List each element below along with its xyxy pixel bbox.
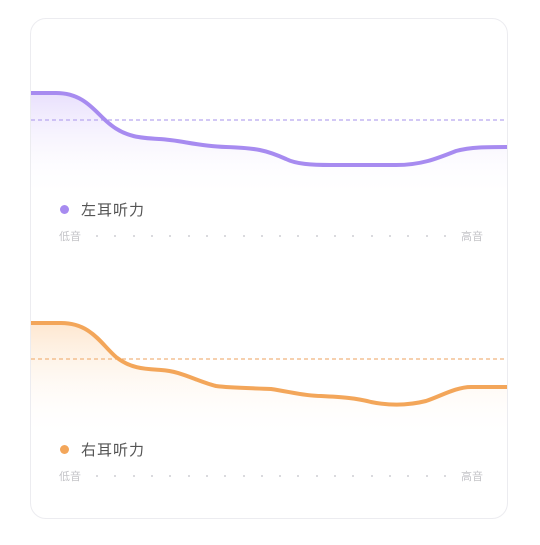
axis-dot: [389, 475, 391, 477]
axis-dot: [315, 235, 318, 237]
left-ear-curve-fill: [31, 93, 507, 199]
right-ear-legend-dot: [60, 444, 69, 454]
axis-dot: [297, 235, 300, 237]
right-ear-curve-fill: [31, 323, 507, 439]
axis-dot: [242, 475, 245, 477]
axis-dot: [132, 235, 135, 237]
axis-dot: [260, 235, 263, 237]
axis-dot: [443, 235, 446, 237]
axis-dot: [205, 475, 208, 477]
axis-dot: [224, 235, 227, 237]
left-ear-curve-chart: [31, 91, 507, 199]
left-ear-frequency-axis: 低音: [59, 228, 483, 244]
axis-dot: [96, 475, 98, 477]
axis-dot: [370, 475, 373, 477]
axis-dot: [425, 475, 428, 477]
axis-dot: [279, 475, 282, 477]
axis-dot: [114, 235, 117, 237]
axis-dot: [169, 475, 172, 477]
axis-dot: [150, 475, 153, 477]
left-ear-panel: 左耳听力 低音: [31, 19, 507, 259]
axis-dot: [407, 475, 410, 477]
axis-dot: [279, 235, 282, 237]
axis-dot: [260, 475, 263, 477]
right-ear-frequency-axis: 低音: [59, 468, 483, 484]
axis-dot: [187, 235, 190, 237]
right-ear-curve-line: [31, 321, 507, 407]
left-ear-legend: 左耳听力: [60, 199, 145, 219]
axis-dot: [297, 475, 300, 477]
axis-dot: [407, 235, 410, 237]
axis-dot: [114, 475, 117, 477]
right-ear-axis-low-label: 低音: [59, 470, 81, 483]
axis-dot: [443, 475, 446, 477]
axis-dot: [352, 475, 355, 477]
left-ear-legend-label: 左耳听力: [81, 200, 146, 219]
axis-dot: [132, 475, 135, 477]
left-ear-curve-line: [31, 91, 507, 167]
right-ear-panel: 右耳听力 低音: [31, 259, 507, 518]
axis-dot: [315, 475, 318, 477]
right-ear-axis-dots: [81, 475, 461, 477]
axis-dot: [389, 235, 391, 237]
axis-dot: [334, 475, 337, 477]
left-ear-axis-high-label: 高音: [461, 230, 483, 243]
axis-dot: [224, 475, 227, 477]
axis-dot: [334, 235, 337, 237]
left-ear-legend-dot: [60, 204, 69, 214]
right-ear-legend-label: 右耳听力: [81, 440, 146, 459]
axis-dot: [150, 235, 153, 237]
axis-dot: [242, 235, 245, 237]
axis-dot: [187, 475, 190, 477]
axis-dot: [205, 235, 208, 237]
left-ear-axis-low-label: 低音: [59, 230, 81, 243]
left-ear-axis-dots: [81, 235, 461, 237]
axis-dot: [96, 235, 98, 237]
axis-dot: [352, 235, 355, 237]
axis-dot: [425, 235, 428, 237]
hearing-result-card: 左耳听力 低音: [30, 18, 508, 519]
right-ear-axis-high-label: 高音: [461, 470, 483, 483]
axis-dot: [169, 235, 172, 237]
axis-dot: [370, 235, 373, 237]
right-ear-legend: 右耳听力: [60, 439, 145, 459]
right-ear-curve-chart: [31, 321, 507, 439]
